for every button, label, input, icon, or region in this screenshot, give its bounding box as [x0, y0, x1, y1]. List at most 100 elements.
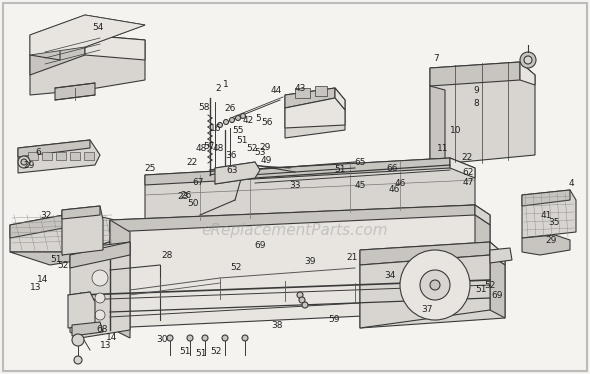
- Polygon shape: [475, 205, 490, 225]
- Circle shape: [242, 335, 248, 341]
- Text: 22: 22: [186, 157, 198, 166]
- Text: 34: 34: [384, 270, 396, 279]
- Text: 9: 9: [473, 86, 479, 95]
- Text: 14: 14: [106, 332, 117, 341]
- Polygon shape: [490, 248, 512, 263]
- Circle shape: [187, 335, 193, 341]
- Circle shape: [297, 292, 303, 298]
- Text: 10: 10: [450, 126, 462, 135]
- Text: 63: 63: [226, 166, 238, 175]
- Circle shape: [167, 335, 173, 341]
- Text: 47: 47: [463, 178, 474, 187]
- Text: 51: 51: [179, 347, 191, 356]
- Polygon shape: [450, 158, 475, 178]
- Text: 51: 51: [195, 349, 206, 358]
- Text: 16: 16: [210, 123, 222, 132]
- Text: 30: 30: [156, 335, 168, 344]
- Text: 6: 6: [35, 147, 41, 156]
- Text: 51: 51: [50, 255, 62, 264]
- Text: 29: 29: [24, 160, 35, 169]
- Text: 38: 38: [271, 321, 283, 329]
- Circle shape: [302, 302, 308, 308]
- Text: 28: 28: [161, 251, 173, 260]
- Circle shape: [95, 293, 105, 303]
- Text: 43: 43: [294, 83, 306, 92]
- Text: 36: 36: [225, 150, 237, 159]
- Text: 2: 2: [215, 83, 221, 92]
- Bar: [295, 88, 310, 98]
- Polygon shape: [490, 242, 505, 265]
- Polygon shape: [30, 35, 60, 60]
- Polygon shape: [30, 15, 115, 42]
- Polygon shape: [475, 215, 490, 310]
- Bar: [28, 152, 38, 160]
- Polygon shape: [285, 88, 335, 108]
- Text: 26: 26: [224, 104, 235, 113]
- Polygon shape: [10, 212, 115, 252]
- Polygon shape: [360, 242, 505, 328]
- Polygon shape: [285, 98, 345, 128]
- Text: 53: 53: [254, 147, 266, 156]
- Text: 14: 14: [37, 276, 49, 285]
- Circle shape: [95, 310, 105, 320]
- Text: 33: 33: [289, 181, 301, 190]
- Circle shape: [400, 250, 470, 320]
- Text: 11: 11: [437, 144, 449, 153]
- Text: 52: 52: [210, 347, 222, 356]
- Circle shape: [224, 120, 228, 125]
- Text: 58: 58: [198, 102, 210, 111]
- Text: 45: 45: [355, 181, 366, 190]
- Circle shape: [524, 56, 532, 64]
- Circle shape: [218, 123, 222, 128]
- Polygon shape: [110, 220, 130, 338]
- Text: 7: 7: [433, 53, 439, 62]
- Bar: [56, 152, 66, 160]
- Circle shape: [18, 156, 30, 168]
- Circle shape: [222, 335, 228, 341]
- Text: 29: 29: [260, 142, 271, 151]
- Circle shape: [202, 335, 208, 341]
- Text: 1: 1: [223, 80, 229, 89]
- Text: 21: 21: [346, 254, 358, 263]
- Text: 32: 32: [40, 211, 52, 220]
- Circle shape: [299, 297, 305, 303]
- Text: 51: 51: [476, 285, 487, 294]
- Text: 52: 52: [230, 264, 242, 273]
- Polygon shape: [145, 158, 450, 185]
- Polygon shape: [360, 242, 490, 265]
- Text: 52: 52: [484, 280, 496, 289]
- Text: 69: 69: [491, 291, 503, 300]
- Text: 35: 35: [548, 218, 560, 227]
- Text: 26: 26: [181, 190, 192, 199]
- Polygon shape: [110, 205, 475, 232]
- Text: 49: 49: [260, 156, 271, 165]
- Circle shape: [72, 334, 84, 346]
- Text: 68: 68: [96, 325, 108, 334]
- Text: 8: 8: [473, 98, 479, 107]
- Text: 48: 48: [195, 144, 206, 153]
- Circle shape: [230, 117, 234, 123]
- Polygon shape: [110, 205, 490, 328]
- Text: 46: 46: [388, 184, 399, 193]
- Polygon shape: [10, 212, 80, 238]
- Text: 56: 56: [261, 117, 273, 126]
- Text: 4: 4: [568, 178, 574, 187]
- Text: 13: 13: [30, 283, 42, 292]
- Bar: [70, 152, 80, 160]
- Bar: [42, 152, 52, 160]
- Polygon shape: [70, 242, 130, 338]
- Polygon shape: [490, 255, 505, 318]
- Text: 52: 52: [246, 144, 258, 153]
- Polygon shape: [30, 35, 85, 75]
- Polygon shape: [430, 62, 535, 165]
- Polygon shape: [522, 190, 576, 238]
- Circle shape: [74, 356, 82, 364]
- Text: 42: 42: [242, 116, 254, 125]
- Polygon shape: [520, 62, 535, 85]
- Polygon shape: [522, 190, 570, 206]
- Circle shape: [92, 270, 108, 286]
- Text: 22: 22: [461, 153, 473, 162]
- Polygon shape: [30, 35, 145, 95]
- Polygon shape: [10, 240, 115, 265]
- Text: 67: 67: [192, 178, 204, 187]
